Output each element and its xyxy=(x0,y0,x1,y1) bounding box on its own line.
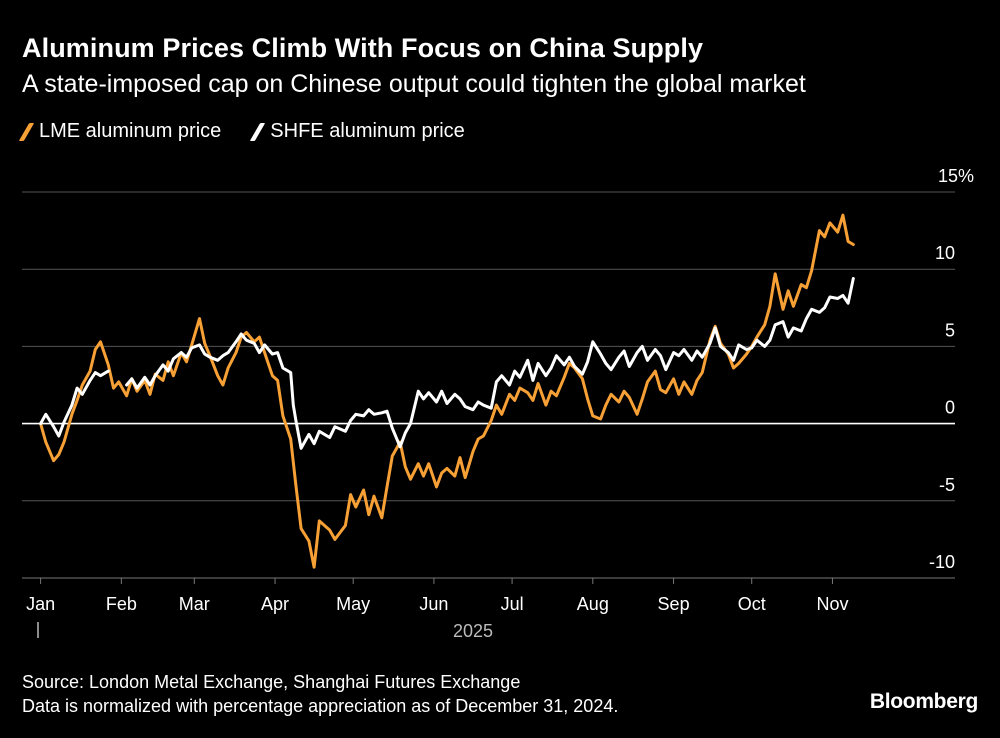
y-tick-label: -10 xyxy=(929,552,955,572)
legend-item-shfe: SHFE aluminum price xyxy=(250,120,465,143)
x-tick-label: Mar xyxy=(179,594,210,614)
y-tick-label: 0 xyxy=(945,398,955,418)
x-tick-label: Sep xyxy=(658,594,690,614)
x-tick-label: Jan xyxy=(26,594,55,614)
y-tick-label: 10 xyxy=(935,243,955,263)
chart-subtitle: A state-imposed cap on Chinese output co… xyxy=(22,70,806,98)
y-tick-label: -5 xyxy=(939,475,955,495)
legend: LME aluminum price SHFE aluminum price xyxy=(18,120,465,143)
x-tick-label: Jun xyxy=(419,594,448,614)
legend-label-lme: LME aluminum price xyxy=(39,120,222,142)
x-tick-label: Apr xyxy=(261,594,289,614)
y-tick-label-15: 15% xyxy=(938,166,974,186)
chart-title: Aluminum Prices Climb With Focus on Chin… xyxy=(22,33,704,63)
x-tick-label: Aug xyxy=(577,594,609,614)
footer: Source: London Metal Exchange, Shanghai … xyxy=(22,670,618,718)
x-tick-label: May xyxy=(336,594,370,614)
y-tick-label: 5 xyxy=(945,320,955,340)
series-line-shfe xyxy=(39,369,110,438)
bloomberg-logo: Bloomberg xyxy=(869,690,978,713)
x-axis-year-label: 2025 xyxy=(453,621,493,641)
source-note: Source: London Metal Exchange, Shanghai … xyxy=(22,672,521,692)
x-tick-label: Oct xyxy=(738,594,766,614)
series-line-shfe xyxy=(125,277,855,450)
x-tick-label: Jul xyxy=(501,594,524,614)
normalization-note: Data is normalized with percentage appre… xyxy=(22,696,619,716)
legend-item-lme: LME aluminum price xyxy=(18,120,222,143)
x-tick-label: Nov xyxy=(816,594,848,614)
series-line-lme xyxy=(39,213,855,569)
legend-label-shfe: SHFE aluminum price xyxy=(270,120,465,142)
x-tick-label: Feb xyxy=(106,594,137,614)
